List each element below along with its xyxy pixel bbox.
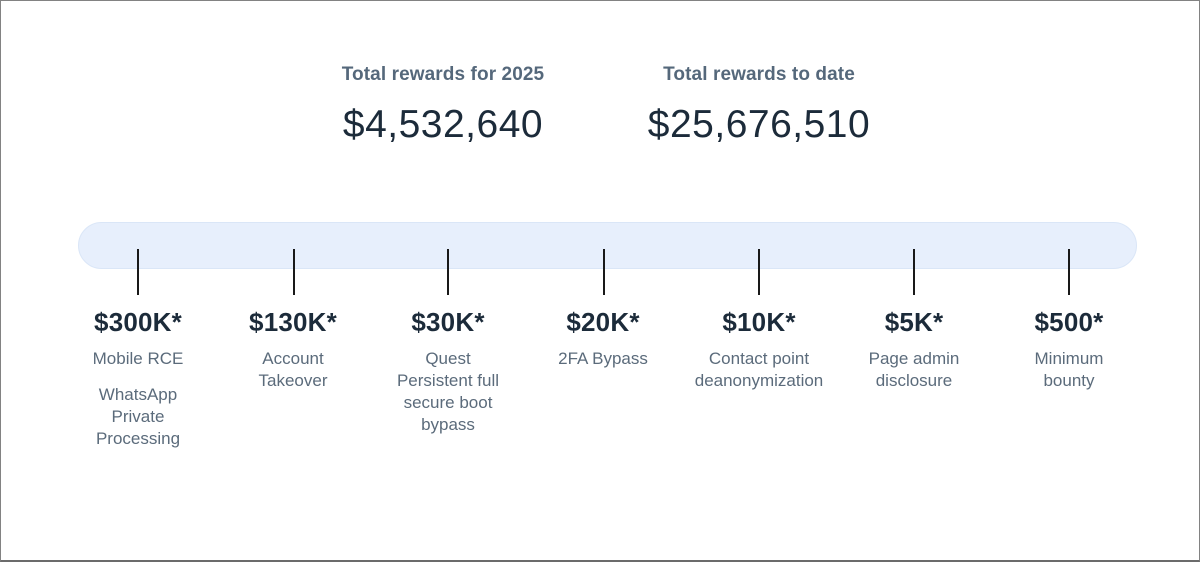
reward-tier-mobile-rce: $300K* Mobile RCE WhatsApp Private Proce… bbox=[61, 306, 215, 450]
stat-total-rewards-2025: Total rewards for 2025 $4,532,640 bbox=[283, 63, 603, 148]
tick-mark bbox=[758, 249, 760, 295]
reward-amount: $20K* bbox=[566, 307, 640, 337]
reward-amount: $130K* bbox=[249, 307, 337, 337]
reward-amount: $500* bbox=[1034, 307, 1104, 337]
reward-description-secondary: WhatsApp Private Processing bbox=[95, 385, 181, 448]
reward-tier-quest-boot-bypass: $30K* Quest Persistent full secure boot … bbox=[371, 306, 525, 436]
reward-description: Quest Persistent full secure boot bypass bbox=[396, 349, 500, 434]
reward-tier-contact-deanonymization: $10K* Contact point deanonymization bbox=[682, 306, 836, 392]
reward-tier-account-takeover: $130K* Account Takeover bbox=[216, 306, 370, 392]
stat-total-rewards-to-date-value: $25,676,510 bbox=[647, 103, 871, 146]
tick-mark bbox=[137, 249, 139, 295]
reward-amount: $300K* bbox=[94, 307, 182, 337]
tick-mark bbox=[603, 249, 605, 295]
stat-total-rewards-to-date: Total rewards to date $25,676,510 bbox=[599, 63, 919, 148]
rewards-scale-bar bbox=[78, 222, 1137, 269]
reward-description: Account Takeover bbox=[258, 349, 328, 390]
reward-tier-2fa-bypass: $20K* 2FA Bypass bbox=[526, 306, 680, 370]
tick-mark bbox=[293, 249, 295, 295]
tick-mark bbox=[1068, 249, 1070, 295]
reward-amount: $10K* bbox=[722, 307, 796, 337]
stat-total-rewards-2025-value: $4,532,640 bbox=[342, 103, 544, 146]
reward-description: Page admin disclosure bbox=[868, 349, 960, 390]
tick-mark bbox=[447, 249, 449, 295]
reward-amount: $5K* bbox=[884, 307, 944, 337]
stat-total-rewards-2025-label: Total rewards for 2025 bbox=[341, 64, 545, 85]
tick-mark bbox=[913, 249, 915, 295]
reward-description: Minimum bounty bbox=[1034, 349, 1104, 390]
reward-amount: $30K* bbox=[411, 307, 485, 337]
reward-description: Contact point deanonymization bbox=[694, 349, 824, 390]
reward-tier-minimum-bounty: $500* Minimum bounty bbox=[992, 306, 1146, 392]
reward-description: 2FA Bypass bbox=[558, 349, 648, 368]
reward-description: Mobile RCE bbox=[92, 349, 184, 368]
reward-tier-page-admin-disclosure: $5K* Page admin disclosure bbox=[837, 306, 991, 392]
stat-total-rewards-to-date-label: Total rewards to date bbox=[663, 64, 855, 85]
